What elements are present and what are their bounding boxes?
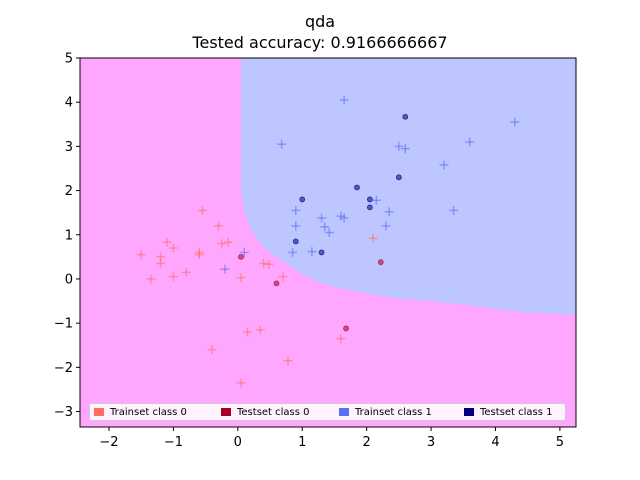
legend: Trainset class 0 Testset class 0 Trainse… <box>89 403 566 421</box>
y-tick-label: 5 <box>65 52 73 67</box>
x-tick-label: −2 <box>99 435 118 450</box>
trainset-class-0-point <box>259 258 269 268</box>
trainset-class-1-point <box>277 139 287 149</box>
trainset-class-1-point <box>307 247 317 257</box>
trainset-class-0-point <box>236 378 246 388</box>
y-tick-label: 3 <box>65 140 73 155</box>
trainset-class-0-point <box>168 272 178 282</box>
testset-class-1-point <box>299 196 306 203</box>
trainset-class-0-point <box>278 272 288 282</box>
x-tick-label: 4 <box>491 435 499 450</box>
trainset-class-1-point <box>449 205 459 215</box>
legend-label: Testset class 0 <box>237 406 310 418</box>
trainset-class-0-point <box>207 345 217 355</box>
testset-class-0-point <box>377 259 384 266</box>
x-tick-label: 2 <box>363 435 371 450</box>
trainset-class-0-point <box>168 243 178 253</box>
trainset-class-0-point <box>236 273 246 283</box>
testset-class-0-point <box>238 253 244 260</box>
trainset-class-1-point <box>439 160 449 170</box>
chart-subtitle: Tested accuracy: 0.9166666667 <box>192 33 448 52</box>
trainset-class-1-point <box>339 213 349 223</box>
trainset-class-1-point <box>465 137 475 147</box>
trainset-class-0-point <box>197 205 207 215</box>
testset-class-1-point <box>318 249 325 256</box>
y-tick-label: 1 <box>65 228 73 243</box>
trainset-class-1-point <box>291 205 301 215</box>
trainset-class-0-point <box>223 237 233 247</box>
trainset-class-0-point <box>217 239 227 249</box>
trainset-class-1-point <box>384 207 394 217</box>
testset-class-1-point <box>366 196 373 203</box>
chart-title: qda <box>304 12 336 31</box>
trainset-class-0-point <box>136 250 146 260</box>
legend-item-trainset-class-0: Trainset class 0 <box>93 407 220 418</box>
legend-item-testset-class-0: Testset class 0 <box>220 407 338 418</box>
class-1-region <box>80 58 576 316</box>
trainset-class-1-point <box>291 221 301 231</box>
trainset-class-1-point <box>381 221 391 231</box>
plot-frame <box>79 57 577 428</box>
testset-class-0-point <box>273 280 280 287</box>
axes: −2 −1 0 1 2 3 4 5 −3 −2 −1 0 1 2 3 4 5 <box>54 52 577 450</box>
plot-area <box>80 58 576 427</box>
testset-class-0-point <box>343 325 349 332</box>
legend-swatch-testset-class-1 <box>464 408 474 416</box>
trainset-class-0-point <box>213 221 223 231</box>
trainset-class-0-point <box>162 237 172 247</box>
legend-swatch-testset-class-0 <box>221 408 231 416</box>
x-tick-label: 3 <box>427 435 435 450</box>
trainset-class-1-point <box>510 117 520 127</box>
x-tick-label: 0 <box>234 435 242 450</box>
trainset-class-1-point <box>394 141 404 151</box>
legend-swatch-trainset-class-0 <box>94 408 104 416</box>
trainset-class-0-point <box>283 356 293 366</box>
trainset-class-0-point <box>146 274 156 284</box>
trainset-class-1-point <box>339 95 349 105</box>
x-tick-label: −1 <box>164 435 183 450</box>
x-tick-label: 1 <box>298 435 306 450</box>
testset-class-1-point <box>366 204 373 211</box>
trainset-class-1-point <box>371 195 381 205</box>
y-tick-label: 0 <box>65 272 73 287</box>
trainset-class-0-point <box>368 233 378 243</box>
trainset-class-0-point <box>255 325 265 335</box>
trainset-class-0-point <box>181 267 191 277</box>
trainset-class-1-point <box>320 222 330 232</box>
y-tick-label: 2 <box>65 184 73 199</box>
y-tick-label: −2 <box>54 361 73 376</box>
legend-item-trainset-class-1: Trainset class 1 <box>338 407 463 418</box>
trainset-class-1-point <box>324 228 334 238</box>
trainset-class-1-point <box>239 247 249 257</box>
legend-item-testset-class-1: Testset class 1 <box>463 407 553 418</box>
legend-label: Testset class 1 <box>480 406 553 418</box>
x-tick-label: 5 <box>556 435 564 450</box>
trainset-class-0-point <box>156 258 166 268</box>
legend-label: Trainset class 0 <box>110 406 187 418</box>
testset-class-1-point <box>354 184 360 191</box>
trainset-class-1-point <box>220 264 230 274</box>
legend-label: Trainset class 1 <box>355 406 432 418</box>
trainset-class-0-point <box>336 334 346 344</box>
y-tick-label: −1 <box>54 317 73 332</box>
y-tick-label: −3 <box>54 405 73 420</box>
testset-class-1-point <box>402 113 409 120</box>
trainset-class-1-point <box>288 247 298 257</box>
legend-swatch-trainset-class-1 <box>339 408 349 416</box>
y-tick-label: 4 <box>65 96 73 111</box>
testset-class-1-point <box>292 238 299 245</box>
trainset-class-0-point <box>194 247 204 257</box>
trainset-class-0-point <box>242 327 252 337</box>
trainset-class-1-point <box>400 144 410 154</box>
trainset-class-1-point <box>317 213 327 223</box>
trainset-class-0-point <box>264 259 274 269</box>
testset-class-1-point <box>395 174 402 181</box>
